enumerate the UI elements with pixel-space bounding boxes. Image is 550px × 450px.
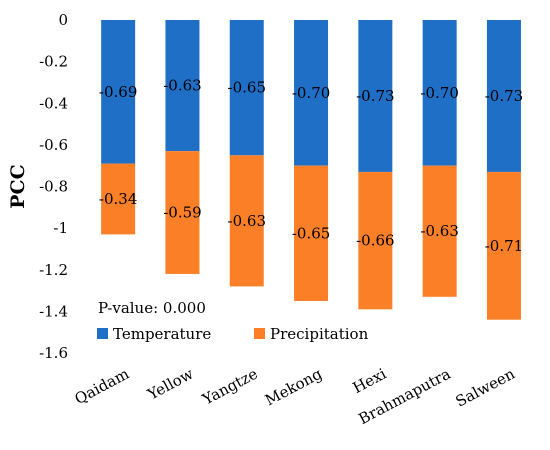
- bar-temperature-qaidam: [101, 20, 136, 164]
- legend-label-temperature: Temperature: [113, 325, 211, 343]
- bars-group: [101, 20, 521, 320]
- bar-precipitation-yellow: [165, 151, 200, 274]
- x-category-label: Hexi: [350, 365, 390, 398]
- bar-temperature-yangtze: [229, 20, 264, 156]
- x-category-label: Yellow: [144, 365, 197, 404]
- data-label: -0.73: [356, 87, 394, 105]
- bar-temperature-mekong: [294, 20, 329, 166]
- y-tick-label: -1.2: [39, 261, 68, 279]
- bar-precipitation-salween: [486, 171, 521, 320]
- data-label: -0.69: [99, 83, 137, 101]
- data-label: -0.65: [292, 224, 330, 242]
- x-axis: Qaidam Yellow Yangtze Mekong HexiBrahmaputra…: [72, 364, 518, 428]
- y-tick-label: -0.4: [39, 94, 68, 112]
- data-label: -0.70: [420, 84, 458, 102]
- x-category-label: Qaidam: [72, 365, 132, 409]
- legend-label-precipitation: Precipitation: [270, 325, 369, 343]
- x-category-label: Yangtze: [199, 365, 261, 409]
- p-value-annotation: P-value: 0.000: [98, 299, 206, 317]
- data-label: -0.59: [163, 204, 201, 222]
- x-category-label: Salween: [453, 364, 518, 410]
- data-label: -0.71: [485, 237, 523, 255]
- bar-precipitation-mekong: [294, 165, 329, 301]
- bar-temperature-hexi: [358, 20, 393, 172]
- legend-swatch-precipitation: [254, 328, 265, 339]
- data-label: -0.63: [163, 77, 201, 95]
- bar-temperature-yellow: [165, 20, 200, 152]
- y-tick-label: -0.8: [39, 178, 68, 196]
- data-label: -0.34: [99, 190, 137, 208]
- y-tick-label: -1: [53, 219, 68, 237]
- bar-precipitation-hexi: [358, 171, 393, 310]
- y-tick-label: 0: [58, 11, 68, 29]
- y-tick-label: -1.6: [39, 344, 68, 362]
- legend: Temperature Precipitation: [97, 325, 369, 343]
- legend-swatch-temperature: [97, 328, 108, 339]
- x-category-label: Mekong: [262, 364, 325, 409]
- data-label: -0.66: [356, 232, 394, 250]
- data-label: -0.63: [420, 222, 458, 240]
- bar-temperature-brahmaputra: [422, 20, 457, 166]
- y-axis-title: PCC: [7, 164, 29, 209]
- bar-precipitation-qaidam: [101, 163, 136, 235]
- bar-precipitation-yangtze: [229, 155, 264, 287]
- data-label: -0.70: [292, 84, 330, 102]
- y-tick-label: -1.4: [39, 302, 68, 320]
- bar-precipitation-brahmaputra: [422, 165, 457, 297]
- y-tick-label: -0.6: [39, 136, 68, 154]
- data-label: -0.65: [228, 79, 266, 97]
- bar-temperature-salween: [486, 20, 521, 172]
- y-axis: 0 -0.2 -0.4 -0.6 -0.8 -1 -1.2 -1.4 -1.6: [39, 11, 68, 362]
- data-label: -0.73: [485, 87, 523, 105]
- data-labels-group: -0.69 -0.34 -0.63 -0.59 -0.65 -0.63 -0.70 -0.65…: [99, 77, 523, 255]
- data-label: -0.63: [228, 212, 266, 230]
- y-tick-label: -0.2: [39, 53, 68, 71]
